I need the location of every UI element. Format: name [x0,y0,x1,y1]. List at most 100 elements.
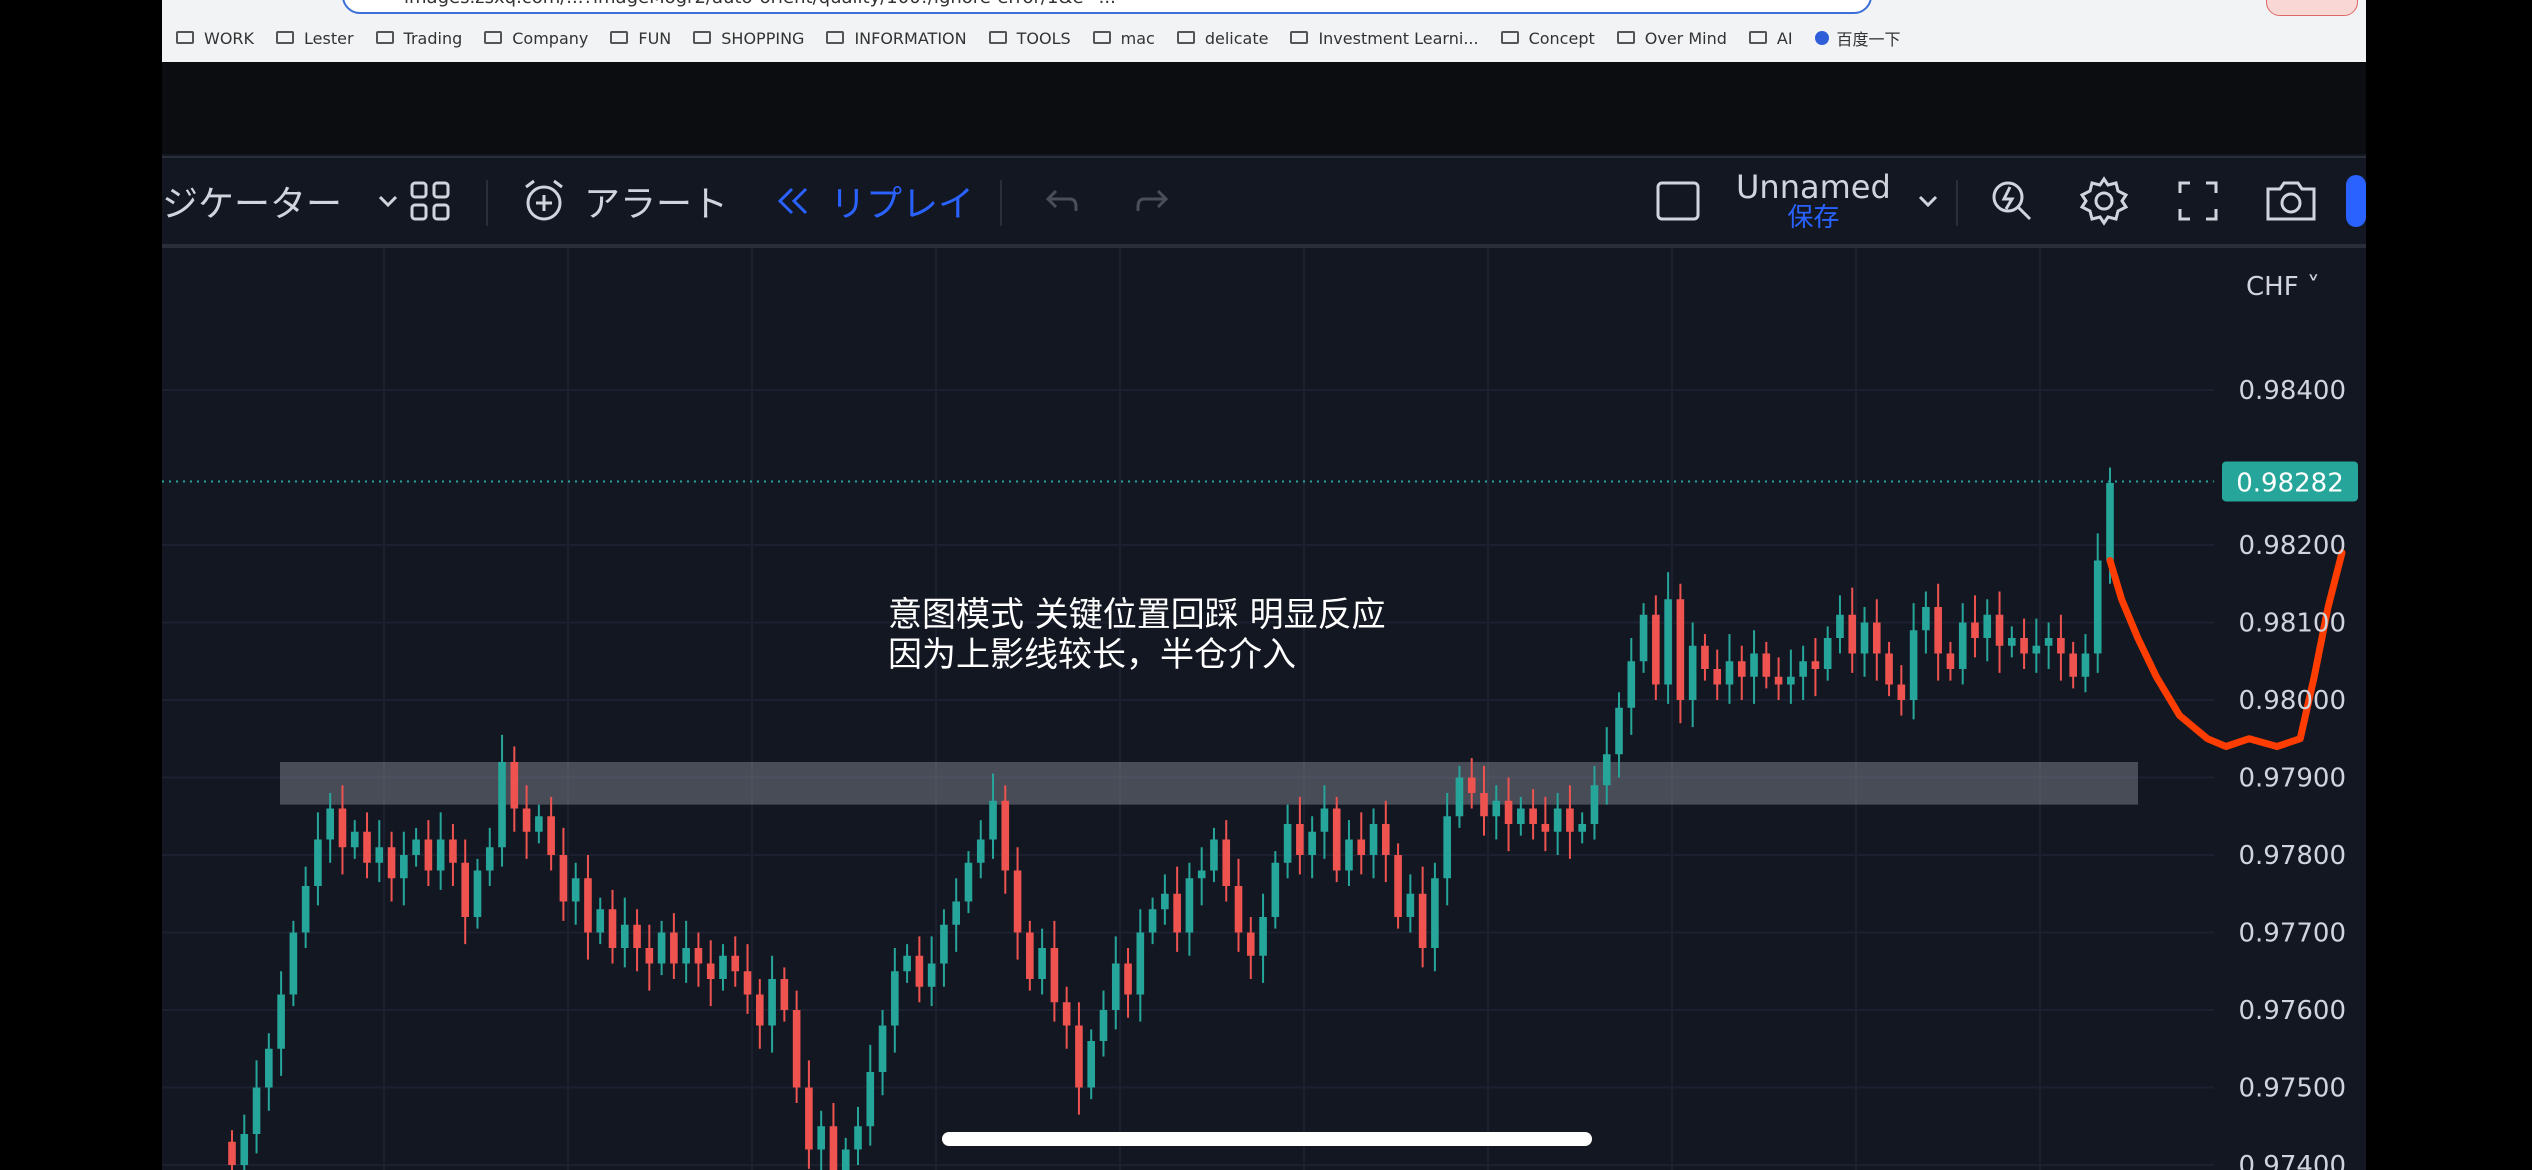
candle [1443,793,1451,906]
chevron-down-icon [378,195,398,208]
candle [1480,765,1488,836]
layout-checkbox[interactable] [1652,158,1704,244]
candle-body [498,762,506,848]
bookmark-3[interactable]: Company [484,29,588,48]
layout-menu-button[interactable] [1908,158,1948,244]
redo-button[interactable] [1130,158,1174,244]
currency-selector[interactable]: CHF ˅ [2246,272,2320,302]
quick-search-button[interactable] [1986,158,2038,244]
candle [1136,909,1145,1022]
candle [1492,785,1501,840]
price-axis-label: 0.98400 [2238,376,2346,406]
candle [1958,603,1967,685]
candle-body [891,971,899,1026]
baidu-paw-icon [1814,31,1829,45]
candle [1578,812,1587,844]
candle-body [1467,777,1476,793]
fullscreen-button[interactable] [2172,158,2224,244]
candle-body [1431,878,1439,948]
toolbar-divider [1000,180,1002,226]
alert-button[interactable]: アラート [518,158,728,244]
chart-area[interactable]: 0.98400 0.98200 0.98100 0.98000 0.97900 0.978… [162,248,2366,1170]
candle [1050,920,1059,1022]
bookmark-12[interactable]: Over Mind [1616,29,1727,48]
update-button[interactable] [2266,0,2358,16]
chart-toolbar: ジケーター アラート リプレイ [162,156,2366,248]
bookmark-label: WORK [204,28,255,48]
bookmark-10[interactable]: Investment Learni... [1290,29,1479,48]
settings-button[interactable] [2076,158,2132,244]
bookmark-11[interactable]: Concept [1500,29,1595,48]
candle [1148,897,1157,945]
bookmark-2[interactable]: Trading [375,29,462,48]
candle-body [1971,622,1979,638]
snapshot-button[interactable] [2262,158,2320,244]
candle-body [927,963,936,987]
toolbar-divider [486,180,488,226]
bookmark-13[interactable]: AI [1748,29,1793,48]
chevron-down-icon [1918,195,1938,208]
candle [1124,948,1132,1018]
candle [682,920,690,983]
candle [1652,595,1660,700]
candle [1566,785,1574,859]
bookmark-label: FUN [638,28,672,48]
price-axis-label: 0.98100 [2238,609,2346,639]
candle [1332,796,1341,883]
candle [755,979,764,1049]
bookmark-6[interactable]: INFORMATION [826,29,967,48]
candle-body [301,886,310,933]
replay-button[interactable]: リプレイ [772,158,974,244]
candle-body [1013,870,1022,933]
candle [375,820,384,883]
layout-grid-button[interactable] [406,158,454,244]
candle-body [1823,638,1832,669]
bookmark-baidu[interactable]: 百度一下 [1814,26,1901,50]
bookmark-8[interactable]: mac [1092,29,1155,48]
candle-body [1026,932,1034,979]
folder-icon [1092,30,1111,44]
candle [1075,1002,1083,1115]
bookmark-9[interactable]: delicate [1176,29,1268,48]
candlestick-chart[interactable]: 0.98400 0.98200 0.98100 0.98000 0.97900 0.978… [162,248,2366,1170]
candle [891,948,899,1053]
candle [289,920,298,1007]
candle-body [952,901,961,925]
candle [1529,789,1537,840]
bookmark-4[interactable]: FUN [610,29,671,48]
candle-body [940,924,948,964]
candle-body [1271,862,1280,917]
candle-body [535,816,543,832]
candle [485,827,494,886]
undo-button[interactable] [1040,158,1084,244]
candle [412,827,420,867]
indicators-button[interactable]: ジケーター [162,158,408,244]
candle [670,913,678,979]
address-bar[interactable]: images.zsxq.com/...?imageMogr2/auto-orie… [342,0,1872,14]
candle-body [780,979,789,1010]
candle-body [1811,661,1820,669]
layout-name-button[interactable]: Unnamed 保存 [1736,158,1891,244]
candle [903,944,911,983]
folder-icon [1290,30,1309,44]
candle [1848,587,1857,673]
candle [1406,874,1415,933]
rewind-icon [777,187,808,215]
candle-body [1259,917,1267,956]
bookmark-5[interactable]: SHOPPING [693,29,804,48]
publish-button[interactable] [2346,158,2366,244]
candle [854,1106,862,1165]
candle [1283,804,1292,879]
bookmark-7[interactable]: TOOLS [988,29,1071,48]
candle-body [1001,800,1010,871]
bookmark-0[interactable]: WORK [176,29,254,48]
candle [387,831,396,902]
candle-body [1885,653,1893,685]
bookmark-1[interactable]: Lester [276,29,354,48]
folder-icon [176,30,194,44]
candle [1639,603,1648,673]
candle [1111,936,1120,1030]
candle-body [350,831,359,848]
candle-body [1222,839,1231,886]
bookmark-label: Company [512,28,589,48]
